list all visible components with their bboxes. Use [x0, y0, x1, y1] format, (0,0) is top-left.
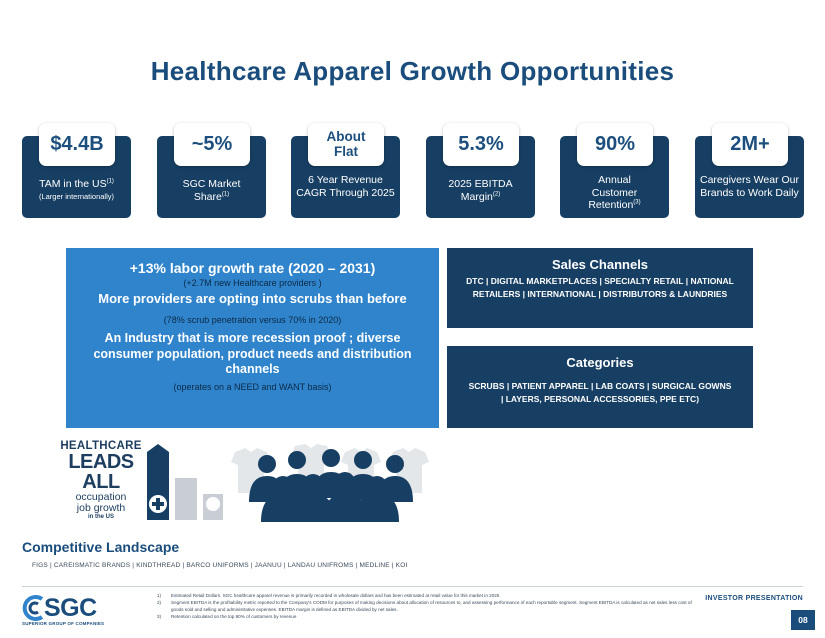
footer-divider [22, 586, 803, 587]
footnote: 3) Retention calculated on the top 80% of… [157, 614, 297, 620]
healthcare-workers-illustration [147, 444, 429, 522]
stat-label: TAM in the US(1) (Larger internationally… [25, 178, 128, 201]
stat-value: 5.3% [443, 123, 519, 166]
stat-label: 2025 EBITDA Margin(2) [448, 178, 513, 203]
stat-value: $4.4B [39, 123, 115, 166]
labor-growth-headline: +13% labor growth rate (2020 – 2031) [129, 260, 376, 276]
footnote: 1) Estimated Retail Dollars. SGC healthca… [157, 593, 500, 598]
stat-label: SGC Market Share(1) [182, 178, 241, 203]
competitor-list: FIGS | CAREISMATIC BRANDS | KINDTHREAD |… [32, 562, 408, 569]
healthcare-workers-icon [249, 449, 413, 522]
growth-bar-medium [175, 478, 197, 520]
stat-value: 2M+ [712, 123, 788, 166]
job-growth-infographic: HEALTHCARE LEADS ALL occupation job grow… [60, 440, 450, 522]
page-title: Healthcare Apparel Growth Opportunities [150, 56, 675, 86]
growth-bar-arrow [147, 444, 169, 452]
scrubs-headline: More providers are opting into scrubs th… [98, 291, 407, 306]
stat-card-revenue-cagr: About Flat 6 Year Revenue CAGR Through 2… [291, 123, 400, 218]
industry-headline: An Industry that is more recession proof… [93, 331, 412, 377]
sgc-logo-icon [22, 595, 44, 621]
stat-card-ebitda-margin: 5.3% 2025 EBITDA Margin(2) [426, 123, 535, 218]
stat-note: (Larger internationally) [38, 191, 115, 201]
stat-card-market-share: ~5% SGC Market Share(1) [157, 123, 266, 218]
industry-sub: (operates on a NEED and WANT basis) [173, 381, 332, 392]
stat-value: ~5% [174, 123, 250, 166]
stat-card-caregivers: 2M+ Caregivers Wear Our Brands to Work D… [695, 123, 804, 218]
stat-card-retention: 90% Annual Customer Retention(3) [560, 123, 669, 218]
logo-tagline: SUPERIOR GROUP OF COMPANIES [22, 621, 105, 626]
leads-all-text: HEALTHCARE LEADS ALL occupation job grow… [60, 440, 142, 521]
labor-growth-sub: (+2.7M new Healthcare providers ) [183, 278, 322, 288]
footnotes: 1) Estimated Retail Dollars. SGC healthca… [157, 592, 697, 620]
sales-channels-body: DTC | DIGITAL MARKETPLACES | SPECIALTY R… [466, 276, 734, 299]
categories-body: SCRUBS | PATIENT APPAREL | LAB COATS | S… [468, 381, 732, 404]
stat-label: 6 Year Revenue CAGR Through 2025 [296, 174, 395, 199]
stat-value: 90% [577, 123, 653, 166]
scrubs-sub: (78% scrub penetration versus 70% in 202… [163, 315, 342, 325]
investor-presentation-label: INVESTOR PRESENTATION [705, 595, 803, 602]
categories-title: Categories [566, 355, 634, 370]
decline-icon [206, 497, 220, 511]
categories-panel: Categories SCRUBS | PATIENT APPAREL | LA… [447, 346, 753, 428]
growth-drivers-box: +13% labor growth rate (2020 – 2031) (+2… [66, 248, 439, 428]
logo-wordmark: SGC [44, 594, 97, 622]
footnote: 2) Segment EBITDA is the profitability me… [157, 600, 692, 613]
stat-card-tam: $4.4B TAM in the US(1) (Larger internati… [22, 123, 131, 218]
stat-label: Annual Customer Retention(3) [588, 174, 641, 212]
sales-channels-title: Sales Channels [551, 257, 649, 272]
stat-label: Caregivers Wear Our Brands to Work Daily [699, 174, 799, 199]
stat-value: About Flat [308, 123, 384, 166]
page-number: 08 [791, 610, 815, 630]
sgc-logo: SGC SUPERIOR GROUP OF COMPANIES [22, 594, 112, 628]
sales-channels-panel: Sales Channels DTC | DIGITAL MARKETPLACE… [447, 248, 753, 328]
competitive-landscape-title: Competitive Landscape [22, 539, 180, 555]
